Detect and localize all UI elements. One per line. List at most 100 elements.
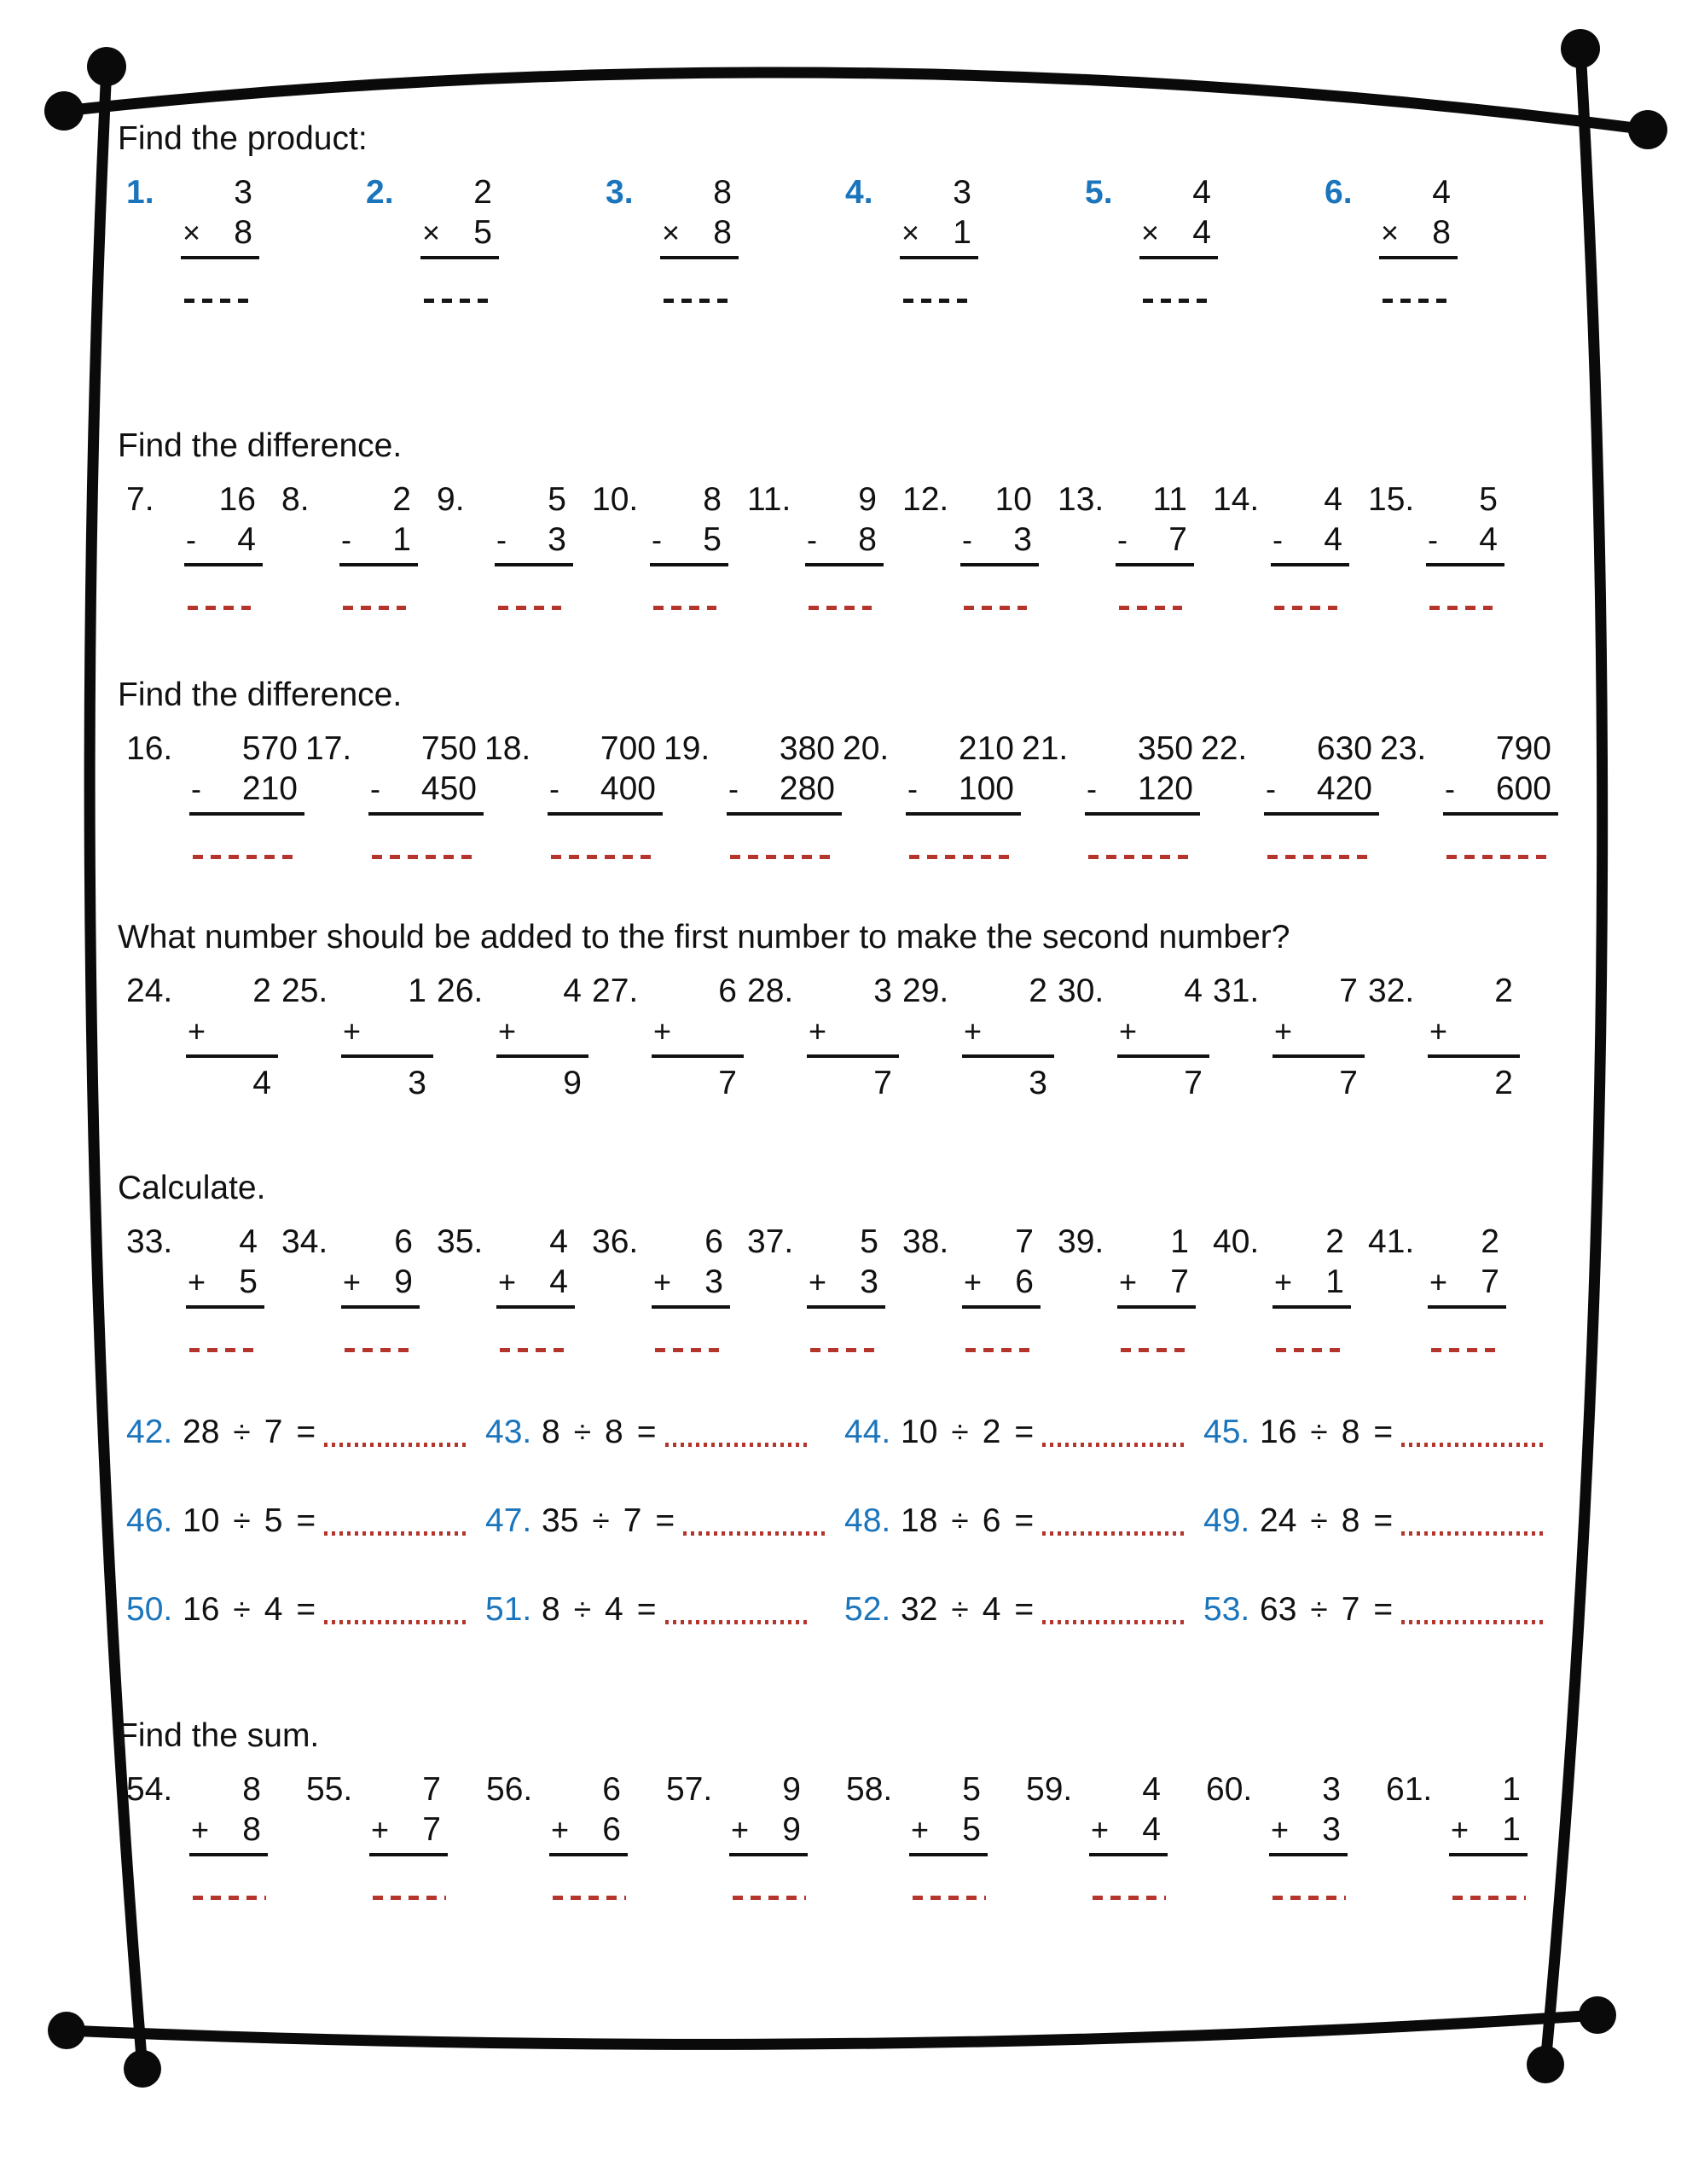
problem-number: 22.: [1201, 730, 1248, 767]
minus-sign: -: [652, 522, 662, 557]
problem-stack: 210 - 100: [906, 729, 1021, 859]
answer-blank: [653, 606, 716, 610]
division-sign: ÷: [1310, 1592, 1328, 1627]
equals-sign: =: [636, 1591, 657, 1628]
problem-number: 4.: [845, 174, 873, 211]
subtraction-problem: 8. 2 - 1: [281, 479, 437, 610]
section-find-product: Find the product: 1. 3 × 8 2: [118, 119, 1576, 303]
answer-blank: [345, 1348, 415, 1352]
answer-blank: [683, 1531, 827, 1536]
division-grid: 42. 28 ÷ 7 = 43. 8 ÷ 8 = 44.: [118, 1412, 1576, 1629]
top-operand: 5: [548, 481, 566, 518]
plus-sign: +: [188, 1264, 206, 1299]
answer-blank: [193, 855, 293, 859]
bottom-operand: 100: [958, 770, 1014, 807]
answer-blank: [1383, 299, 1451, 303]
top-operand: 630: [1316, 730, 1372, 767]
operator-row: +: [807, 1011, 899, 1058]
answer-blank: [965, 1348, 1035, 1352]
answer-blank: [343, 606, 406, 610]
subtraction-problem: 12. 10 - 3: [902, 479, 1058, 610]
equals-sign: =: [296, 1414, 316, 1450]
answer-blank: [324, 1443, 468, 1447]
answer-blank: [664, 1443, 809, 1447]
addition-problem: 57. 9 + 9: [666, 1769, 846, 1900]
bottom-operand: 7: [422, 1811, 441, 1848]
operator-row: + 5: [186, 1262, 264, 1309]
problem-number: 60.: [1206, 1771, 1253, 1808]
minus-sign: -: [1445, 771, 1455, 806]
answer-blank: [373, 1896, 446, 1900]
subtraction-problem: 10. 8 - 5: [592, 479, 747, 610]
problem-number: 34.: [281, 1223, 328, 1260]
problem-stack: 4 + 5: [186, 1222, 264, 1352]
bottom-operand: 4: [237, 521, 256, 558]
dividend: 24: [1260, 1502, 1297, 1539]
bottom-operand: 5: [962, 1811, 981, 1848]
divisor: 4: [982, 1591, 1001, 1628]
problem-number: 45.: [1203, 1414, 1250, 1450]
problem-number: 16.: [126, 730, 173, 767]
problem-stack: 16 - 4: [184, 479, 263, 610]
answer-blank: [1272, 1896, 1346, 1900]
answer-blank: [324, 1620, 468, 1624]
multiplication-problem: 3. 8 × 8: [606, 172, 845, 303]
problem-number: 28.: [747, 973, 794, 1009]
operator-row: +: [1117, 1011, 1209, 1058]
answer-blank: [188, 606, 251, 610]
addition-problem: 36. 6 + 3: [592, 1222, 747, 1352]
division-problem: 44. 10 ÷ 2 =: [844, 1412, 1203, 1452]
bottom-operand: 400: [600, 770, 656, 807]
section-division: 42. 28 ÷ 7 = 43. 8 ÷ 8 = 44.: [118, 1412, 1576, 1629]
operator-row: + 4: [496, 1262, 575, 1309]
top-operand: 4: [1432, 174, 1451, 211]
operator-row: + 3: [652, 1262, 730, 1309]
bottom-operand: 120: [1137, 770, 1193, 807]
answer-blank: [1143, 299, 1211, 303]
problem-number: 7.: [126, 481, 154, 518]
operator-row: +: [652, 1011, 744, 1058]
answer-blank: [809, 606, 872, 610]
dividend: 18: [901, 1502, 938, 1539]
bottom-operand: 3: [860, 1263, 878, 1300]
problem-number: 31.: [1213, 973, 1260, 1009]
problem-number: 41.: [1368, 1223, 1415, 1260]
plus-sign: +: [653, 1264, 672, 1299]
subtraction-problem: 18. 700 - 400: [484, 729, 664, 859]
operator-row: - 120: [1085, 769, 1200, 816]
division-problem: 47. 35 ÷ 7 =: [485, 1501, 844, 1541]
problem-stack: 1 + 3: [341, 971, 433, 1103]
addition-problem: 41. 2 + 7: [1368, 1222, 1523, 1352]
multiplication-problem: 2. 2 × 5: [366, 172, 606, 303]
top-operand: 2: [1481, 1223, 1499, 1260]
top-operand: 11: [1152, 481, 1188, 518]
division-sign: ÷: [1310, 1503, 1328, 1538]
equals-sign: =: [1373, 1502, 1394, 1539]
border-right-line: [1539, 43, 1609, 2071]
border-dot: [1561, 29, 1600, 68]
problems-row: 7. 16 - 4 8. 2: [118, 479, 1576, 610]
answer-blank: [1431, 1348, 1501, 1352]
first-number: 7: [1339, 973, 1358, 1009]
addition-problem: 60. 3 + 3: [1206, 1769, 1386, 1900]
answer-blank: [964, 606, 1027, 610]
problem-number: 13.: [1058, 481, 1104, 518]
minus-sign: -: [1266, 771, 1276, 806]
answer-blank: [1401, 1531, 1545, 1536]
problem-stack: 2 + 2: [1428, 971, 1520, 1103]
top-operand: 5: [860, 1223, 878, 1260]
dividend: 32: [901, 1591, 938, 1628]
subtraction-problem: 15. 5 - 4: [1368, 479, 1523, 610]
equals-sign: =: [1014, 1591, 1035, 1628]
section-label: Find the sum.: [118, 1717, 320, 1754]
top-operand: 4: [1142, 1771, 1161, 1808]
bottom-operand: 1: [953, 214, 971, 251]
bottom-operand: 1: [1502, 1811, 1521, 1848]
problem-stack: 350 - 120: [1085, 729, 1200, 859]
top-operand: 350: [1137, 730, 1193, 767]
missing-addend-problem: 32. 2 + 2: [1368, 971, 1523, 1103]
plus-sign: +: [498, 1014, 517, 1048]
plus-sign: +: [911, 1812, 930, 1847]
first-number: 2: [252, 973, 271, 1009]
minus-sign: -: [186, 522, 196, 557]
